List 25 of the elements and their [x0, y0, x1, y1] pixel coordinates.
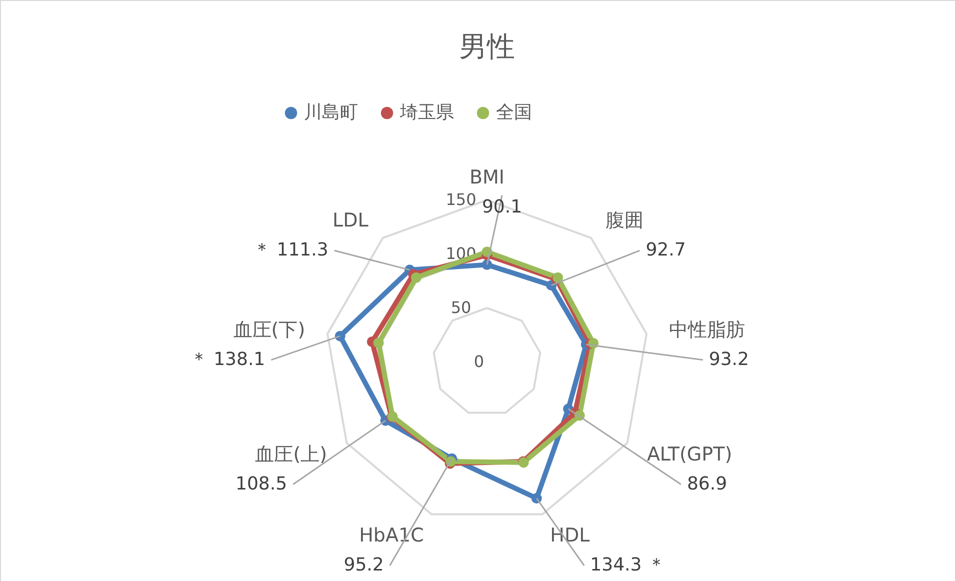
data-label: ＊ 138.1: [190, 348, 266, 370]
spoke-label: HbA1C: [359, 524, 424, 547]
spoke-label: 血圧(上): [255, 443, 328, 466]
spoke-label: HDL: [550, 524, 590, 547]
spoke-label: LDL: [332, 210, 369, 232]
spoke-label: 中性脂肪: [668, 318, 745, 341]
data-label: 86.9: [686, 473, 728, 494]
spoke-label: 腹囲: [606, 210, 644, 232]
data-label: 93.2: [708, 348, 749, 370]
data-label: 108.5: [236, 473, 288, 494]
data-label: 92.7: [646, 240, 686, 261]
spoke-label: ALT(GPT): [646, 443, 732, 466]
legend-label: 埼玉県: [399, 102, 454, 123]
data-label: 95.2: [344, 554, 384, 576]
data-label: 134.3 ＊: [590, 554, 666, 576]
legend-label: 川島町: [304, 102, 358, 123]
chart-title: 男性: [459, 30, 515, 63]
spoke-label: BMI: [469, 166, 505, 188]
y-tick-label: 50: [450, 298, 472, 317]
y-tick-label: 150: [446, 190, 476, 209]
data-label: ＊ 111.3: [253, 240, 328, 261]
spoke-label: 血圧(下): [233, 318, 306, 341]
legend-label: 全国: [496, 102, 532, 123]
y-tick-label: 0: [474, 352, 484, 371]
data-label: 90.1: [482, 196, 522, 218]
